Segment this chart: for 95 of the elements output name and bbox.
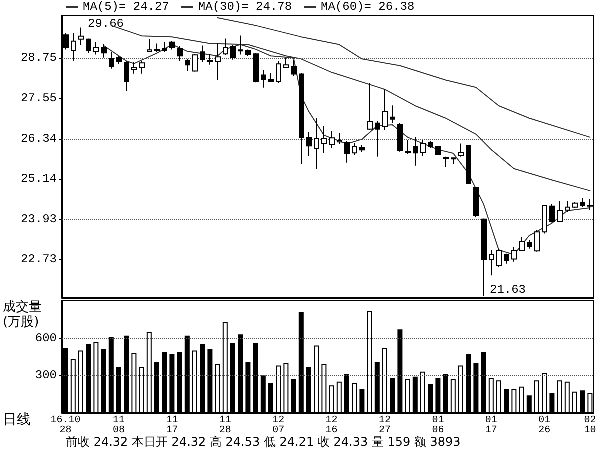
candlestick bbox=[78, 27, 84, 46]
candlestick bbox=[542, 204, 547, 234]
y-tick-label: 28.75 bbox=[20, 51, 57, 66]
candlestick bbox=[71, 32, 76, 62]
candlestick bbox=[580, 197, 585, 208]
y-axis-title: 成交量 (万股) bbox=[3, 299, 42, 330]
candlestick bbox=[131, 62, 137, 74]
y-tick-label: 22.73 bbox=[20, 252, 57, 267]
candlestick bbox=[451, 157, 456, 165]
candlestick bbox=[489, 250, 494, 276]
candlestick bbox=[549, 204, 555, 224]
candlestick bbox=[382, 89, 388, 131]
candlestick bbox=[86, 38, 91, 54]
candlestick bbox=[116, 56, 122, 65]
x-tick-label: 01 26 bbox=[538, 416, 551, 436]
candlestick bbox=[124, 60, 129, 92]
x-tick-label: 01 17 bbox=[485, 416, 498, 436]
candlestick bbox=[147, 38, 152, 52]
y-tick-label: 23.93 bbox=[20, 212, 57, 226]
candlestick bbox=[420, 140, 426, 157]
x-tick-label: 02 10 bbox=[584, 416, 596, 436]
candlestick bbox=[321, 126, 327, 154]
candlestick bbox=[534, 230, 540, 252]
legend-label: MA(60)= 26.38 bbox=[321, 0, 415, 14]
legend-label: MA(5)= 24.27 bbox=[83, 0, 170, 14]
candlestick bbox=[192, 54, 198, 72]
candlestick bbox=[428, 140, 433, 149]
candlestick bbox=[93, 42, 99, 56]
candlestick bbox=[511, 246, 517, 262]
y-tick-label: 25.14 bbox=[20, 172, 57, 186]
annotation: 29.66 bbox=[88, 17, 124, 31]
candlestick bbox=[215, 42, 221, 82]
candlestick bbox=[200, 45, 205, 63]
x-tick-label: 01 06 bbox=[432, 416, 444, 436]
candlestick bbox=[405, 140, 411, 155]
annotation: 21.63 bbox=[490, 283, 526, 297]
line-series bbox=[217, 18, 591, 138]
candlestick bbox=[314, 118, 319, 170]
candlestick bbox=[390, 105, 395, 124]
x-tick-label: 16.10 28 bbox=[50, 416, 81, 436]
candlestick bbox=[291, 60, 297, 78]
candlestick bbox=[413, 136, 418, 166]
candlestick bbox=[329, 130, 335, 149]
candlestick bbox=[352, 142, 357, 156]
x-tick-label: 12 16 bbox=[326, 416, 338, 436]
candlestick bbox=[435, 146, 441, 156]
legend-label: MA(30)= 24.78 bbox=[198, 0, 292, 14]
candlestick bbox=[162, 42, 167, 53]
candlestick bbox=[527, 240, 532, 250]
candlestick bbox=[207, 54, 213, 66]
x-tick-label: 12 07 bbox=[272, 416, 285, 436]
candlestick bbox=[572, 201, 578, 209]
candlestick bbox=[268, 72, 274, 83]
candlestick bbox=[139, 60, 145, 74]
x-tick-label: 12 27 bbox=[378, 416, 392, 436]
candlestick bbox=[185, 58, 190, 72]
candlestick bbox=[253, 52, 259, 84]
x-tick-label: 11 28 bbox=[219, 416, 232, 436]
candlestick bbox=[504, 253, 509, 264]
x-tick-label: 11 08 bbox=[112, 416, 126, 436]
candlestick bbox=[177, 46, 183, 62]
y-tick-label: 300 bbox=[35, 368, 57, 383]
candlestick bbox=[359, 144, 365, 153]
candlestick bbox=[230, 44, 236, 60]
candlestick bbox=[223, 38, 228, 56]
y-tick-label: 27.55 bbox=[20, 91, 57, 106]
candlestick bbox=[557, 200, 563, 223]
candlestick bbox=[245, 49, 251, 57]
candlestick bbox=[169, 40, 175, 50]
candlestick bbox=[276, 60, 281, 84]
candlestick bbox=[261, 70, 266, 88]
candlestick bbox=[154, 43, 160, 53]
candlestick bbox=[397, 122, 403, 152]
candlestick bbox=[367, 82, 373, 131]
candlestick bbox=[344, 140, 350, 164]
candlestick bbox=[337, 132, 342, 145]
candlestick bbox=[458, 143, 464, 158]
y-tick-label: 600 bbox=[35, 331, 57, 346]
x-tick-label: 11 17 bbox=[166, 416, 178, 436]
text: 日线 bbox=[3, 412, 31, 428]
candlestick bbox=[375, 120, 380, 158]
candlestick bbox=[109, 52, 114, 70]
candlestick bbox=[283, 57, 289, 69]
candlestick bbox=[238, 35, 243, 56]
candlestick bbox=[443, 156, 449, 168]
candlestick bbox=[519, 236, 525, 252]
candlestick bbox=[101, 44, 107, 58]
y-tick-label: 26.34 bbox=[20, 132, 57, 146]
candlestick bbox=[565, 200, 570, 213]
candlestick bbox=[306, 132, 312, 157]
candlestick bbox=[473, 186, 479, 218]
candlestick bbox=[496, 248, 502, 268]
text: 前收 24.32 本日开 24.32 高 24.53 低 24.21 收 24.33 量 159 额 3893 bbox=[66, 435, 461, 449]
candlestick bbox=[299, 72, 304, 165]
candlestick bbox=[466, 144, 471, 185]
